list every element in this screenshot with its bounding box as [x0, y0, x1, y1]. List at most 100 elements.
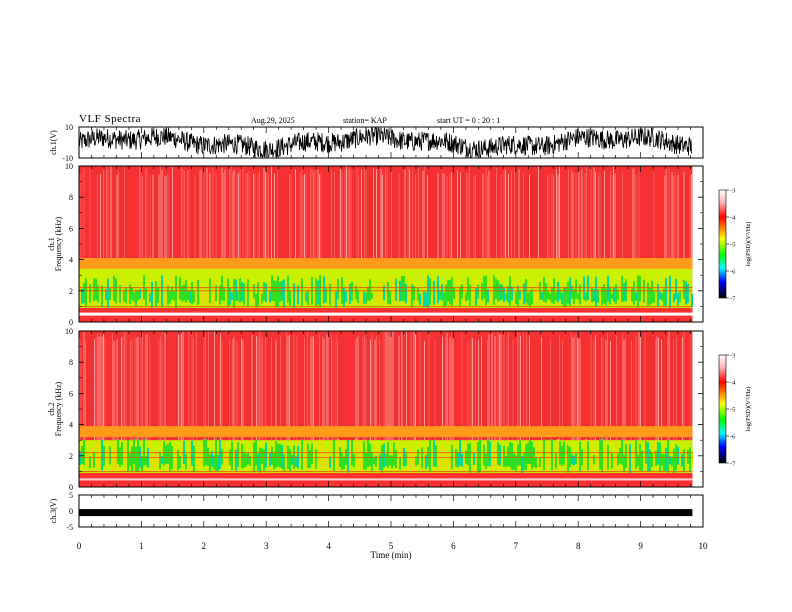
- psd-patch: [195, 282, 197, 301]
- psd-patch: [273, 452, 275, 470]
- psd-patch: [345, 291, 347, 302]
- psd-patch: [285, 445, 287, 473]
- noise-streak: [302, 175, 304, 276]
- psd-patch: [357, 289, 359, 304]
- noise-streak: [179, 335, 181, 441]
- psd-patch: [467, 443, 469, 466]
- psd-patch: [455, 449, 457, 467]
- psd-patch: [83, 283, 85, 304]
- noise-streak: [122, 336, 124, 441]
- psd-patch: [623, 283, 625, 302]
- psd-patch: [279, 281, 281, 302]
- noise-streak: [376, 169, 377, 276]
- psd-patch: [211, 291, 213, 306]
- psd-patch: [391, 275, 393, 308]
- noise-streak: [182, 169, 184, 276]
- psd-patch: [563, 287, 565, 307]
- noise-streak: [653, 171, 655, 276]
- psd-patch: [279, 443, 281, 468]
- noise-streak: [98, 336, 100, 441]
- noise-streak: [451, 332, 452, 441]
- psd-patch: [561, 445, 563, 466]
- noise-streak: [491, 332, 493, 441]
- psd-patch: [557, 439, 559, 472]
- psd-patch: [355, 439, 357, 465]
- psd-patch: [335, 291, 337, 308]
- noise-streak: [187, 170, 188, 276]
- noise-streak: [158, 174, 160, 276]
- psd-patch: [161, 275, 163, 308]
- psd-patch: [427, 446, 429, 467]
- psd-patch: [569, 277, 571, 306]
- ch3-waveform-ytick-label-2: -5: [66, 523, 73, 532]
- psd-patch: [535, 457, 537, 468]
- noise-streak: [385, 167, 386, 276]
- psd-patch: [369, 279, 371, 301]
- psd-patch: [661, 454, 663, 466]
- psd-patch: [197, 279, 199, 305]
- psd-patch: [131, 287, 133, 301]
- psd-patch: [95, 442, 97, 467]
- psd-patch: [601, 438, 603, 473]
- psd-patch: [379, 454, 381, 470]
- psd-patch: [479, 278, 481, 308]
- psd-patch: [291, 454, 293, 465]
- psd-patch: [201, 284, 203, 306]
- noise-streak: [415, 174, 416, 276]
- psd-patch: [505, 456, 507, 467]
- noise-streak: [296, 336, 298, 441]
- noise-streak: [508, 332, 509, 441]
- psd-patch: [613, 287, 615, 302]
- psd-patch: [465, 292, 467, 302]
- noise-streak: [481, 336, 482, 441]
- psd-patch: [151, 282, 153, 308]
- noise-streak: [361, 169, 362, 276]
- psd-patch: [147, 286, 149, 303]
- psd-patch: [217, 291, 219, 303]
- psd-patch: [441, 444, 443, 467]
- noise-streak: [370, 339, 371, 441]
- psd-patch: [665, 278, 667, 306]
- psd-patch: [683, 449, 685, 473]
- psd-patch: [261, 293, 263, 304]
- noise-streak: [266, 166, 268, 276]
- psd-patch: [491, 289, 493, 302]
- noise-streak: [413, 331, 415, 441]
- psd-patch: [253, 284, 255, 299]
- psd-patch: [353, 454, 355, 468]
- psd-patch: [607, 275, 609, 302]
- psd-patch: [435, 291, 437, 304]
- ch2-spectrogram-streaks: [79, 331, 691, 441]
- noise-streak: [590, 166, 592, 276]
- psd-patch: [625, 444, 627, 468]
- noise-streak: [139, 167, 140, 276]
- noise-streak: [517, 332, 518, 441]
- psd-patch: [599, 439, 601, 470]
- psd-patch: [165, 445, 167, 464]
- psd-patch: [373, 290, 375, 301]
- psd-patch: [183, 284, 185, 301]
- psd-patch: [675, 278, 677, 300]
- psd-patch: [657, 442, 659, 465]
- noise-streak: [593, 339, 595, 441]
- noise-streak: [520, 335, 521, 441]
- psd-patch: [351, 440, 353, 466]
- noise-streak: [335, 334, 337, 441]
- noise-streak: [364, 168, 365, 276]
- noise-streak: [178, 331, 179, 441]
- psd-patch: [179, 455, 181, 469]
- ch1-spectrogram-ytick-label-3: 6: [69, 224, 73, 233]
- psd-patch: [107, 278, 109, 308]
- noise-streak: [407, 167, 409, 276]
- psd-patch: [129, 453, 131, 467]
- psd-patch: [389, 290, 391, 305]
- psd-patch: [103, 445, 105, 467]
- psd-patch: [207, 282, 209, 307]
- ch2-spectrogram-ylabel-freq: Frequency (kHz): [54, 381, 63, 436]
- noise-streak: [232, 339, 233, 441]
- psd-patch: [463, 284, 465, 303]
- psd-patch: [177, 450, 179, 471]
- psd-patch: [329, 283, 331, 305]
- noise-streak: [671, 171, 673, 276]
- noise-streak: [245, 173, 247, 276]
